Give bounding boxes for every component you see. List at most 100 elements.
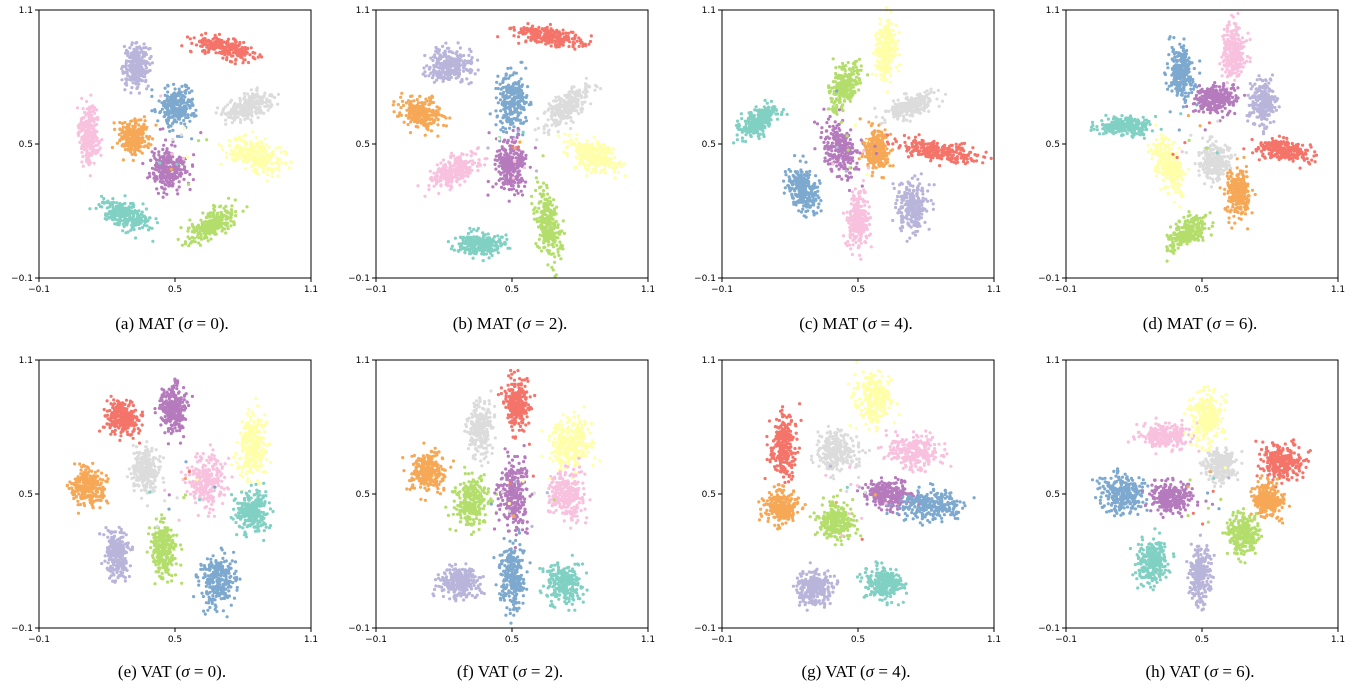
point [555,122,559,126]
cluster-1 [120,40,154,95]
cluster-8 [446,226,512,263]
point [502,90,506,95]
point [232,220,236,224]
point [542,131,546,135]
point [391,103,395,107]
point [140,225,145,230]
point [530,26,534,31]
point [505,130,509,134]
point [199,218,203,222]
point [458,46,462,50]
point [599,149,603,153]
point [115,141,119,145]
point [112,121,116,125]
point [455,176,459,180]
point [243,143,248,147]
point [199,131,203,135]
point [533,34,537,38]
point [581,90,585,94]
point [86,138,90,142]
point [565,96,569,100]
point [465,153,469,157]
point [203,231,207,235]
point [575,39,579,43]
point [245,205,249,209]
point [134,223,138,227]
point [153,147,157,151]
point [512,25,516,30]
point [598,143,602,147]
point [187,244,191,248]
point [186,86,191,90]
point [150,88,154,92]
point [493,158,497,162]
point [260,55,264,59]
point [502,187,506,191]
point [235,47,239,52]
point [179,174,183,178]
point [452,248,456,252]
point [234,58,238,62]
point [144,66,149,70]
point [493,235,497,239]
point [81,143,85,147]
point [581,44,585,48]
point [204,220,208,224]
point [489,242,493,246]
point [152,154,156,158]
point [165,147,169,151]
point [501,159,505,163]
point [159,94,163,98]
point [287,166,291,170]
point [221,56,225,60]
point [494,86,498,91]
point [80,96,84,100]
point [121,206,125,210]
point [616,162,620,166]
point [141,53,145,57]
point [185,107,189,111]
point [432,184,436,188]
point [471,256,475,260]
point [416,101,421,105]
point [434,64,438,69]
point [223,214,227,218]
point [162,187,166,191]
point [284,151,289,155]
point [509,135,513,139]
point [266,172,270,177]
point [133,68,137,72]
point [544,32,549,36]
point [599,87,603,91]
point [135,40,139,45]
point [500,156,505,160]
point [243,53,247,57]
point [622,162,626,166]
point [458,183,462,187]
point [580,157,584,161]
point [547,102,551,106]
point [497,153,501,157]
point [461,152,465,156]
point [124,138,128,142]
point [137,77,141,81]
point [441,158,446,162]
point [494,182,498,186]
point [123,216,127,220]
point [450,244,454,248]
point [152,151,156,155]
point [138,149,142,153]
point [220,111,224,115]
point [169,173,174,177]
point [263,91,267,95]
point [136,141,140,145]
point [468,47,472,51]
point [234,159,238,163]
point [264,149,268,153]
point [132,63,136,67]
point [559,42,563,46]
point [509,101,514,105]
point [607,160,612,164]
point [518,178,522,182]
point [180,84,184,88]
